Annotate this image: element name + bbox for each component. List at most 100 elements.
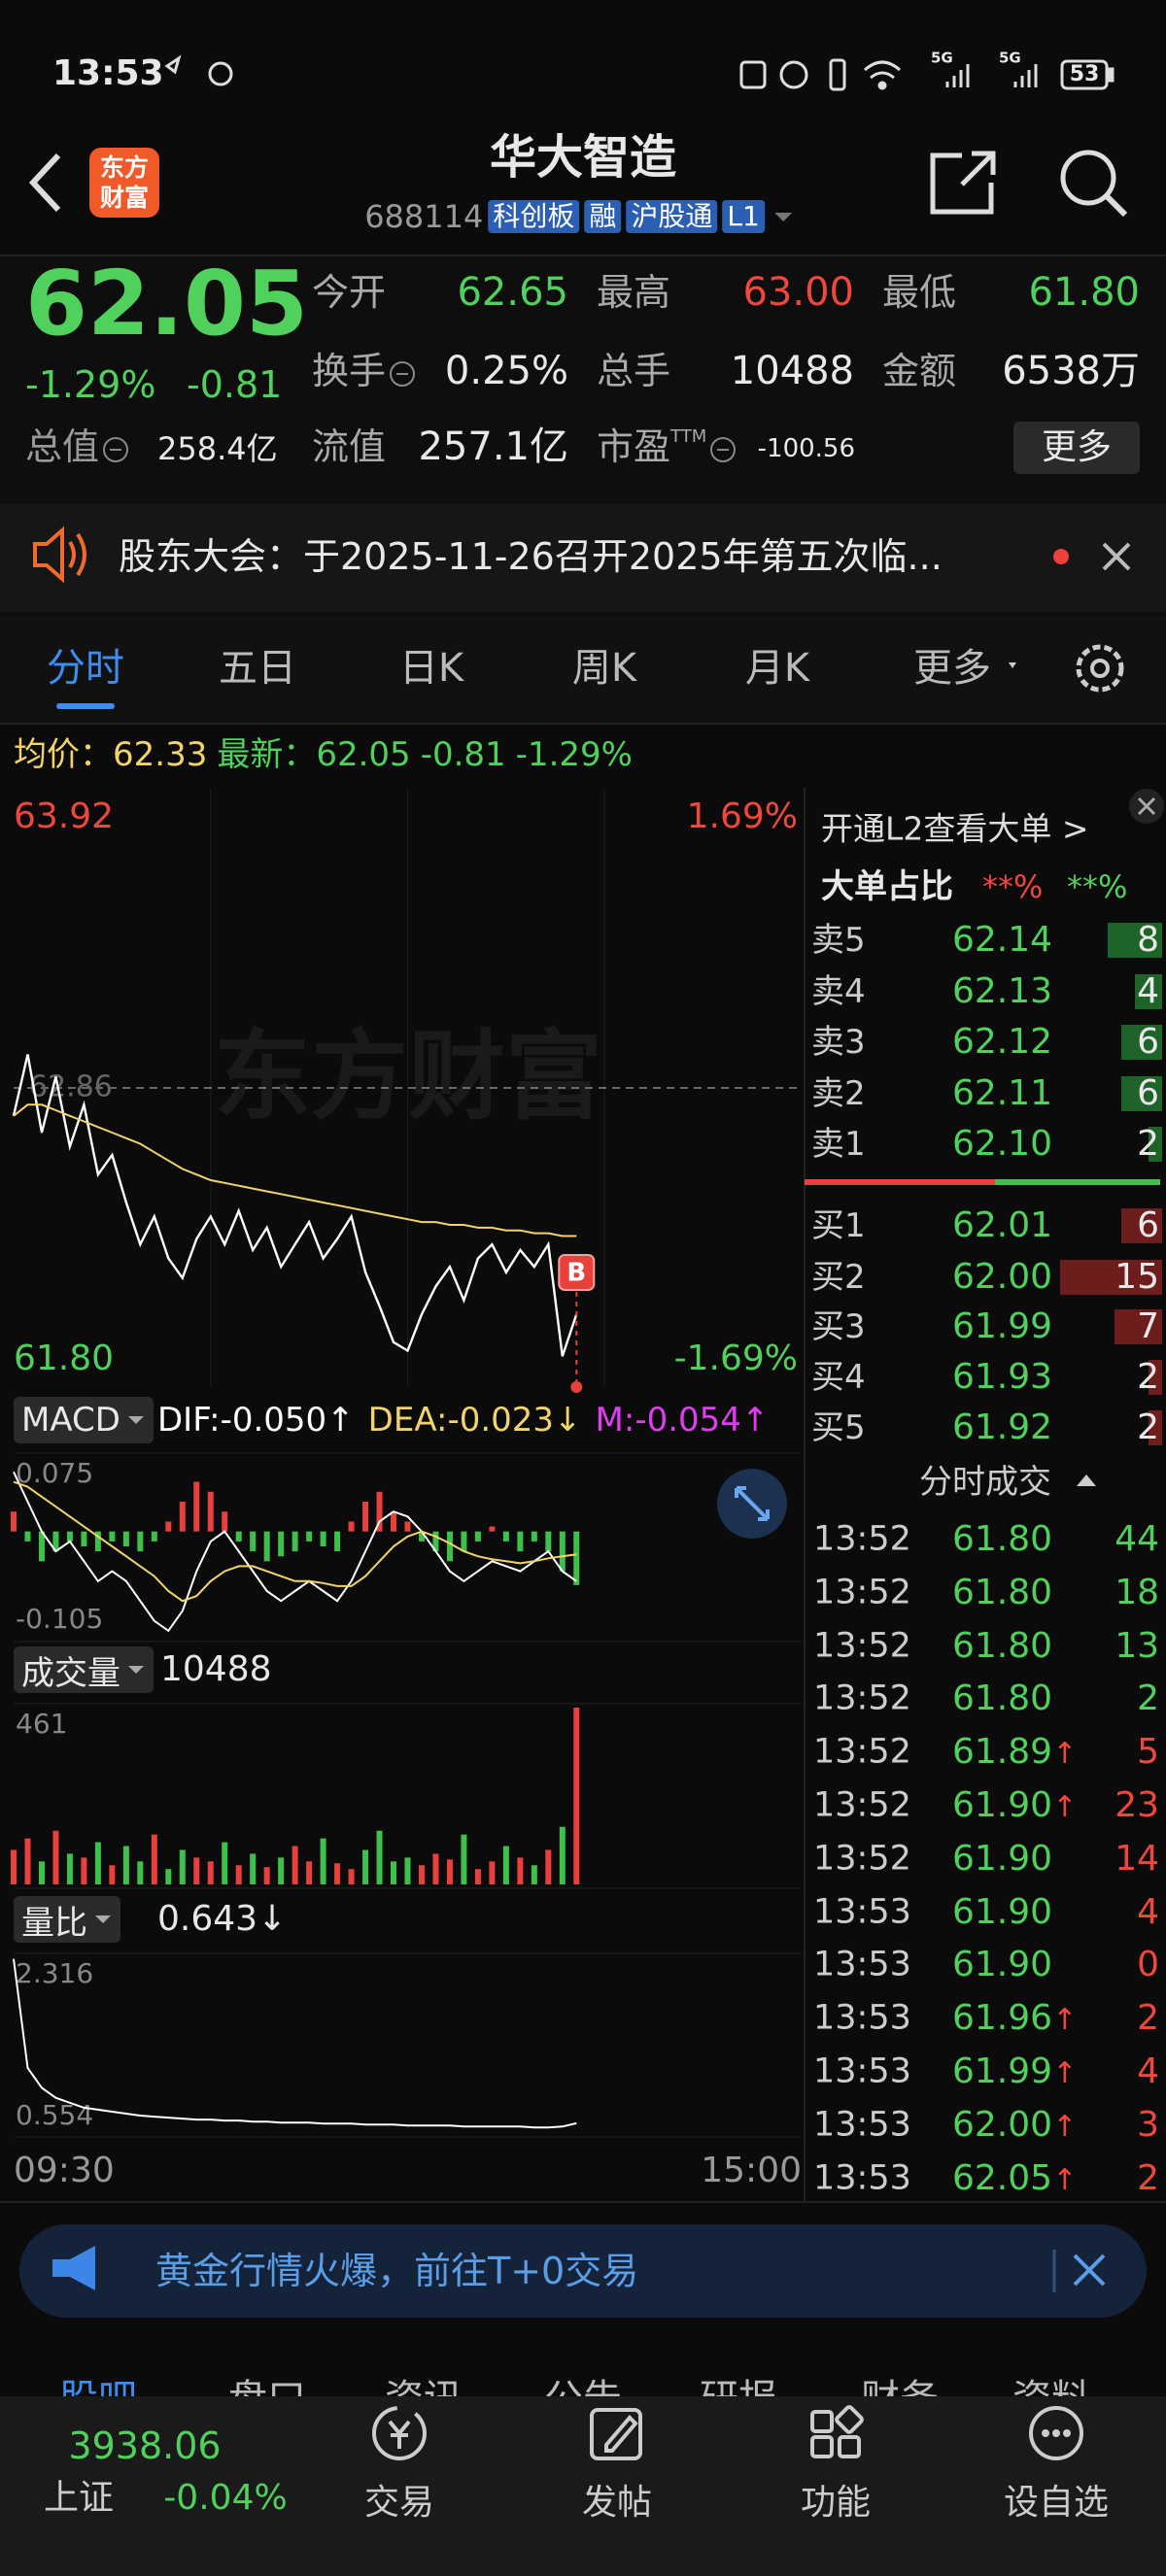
macd-bar <box>292 1531 298 1552</box>
notice-bar[interactable] <box>0 503 1166 612</box>
macd-bar <box>94 1531 101 1552</box>
trade-arrow: ↑ <box>1052 2109 1078 2144</box>
index-value[interactable]: 3938.06 <box>68 2424 222 2467</box>
expand-button[interactable] <box>717 1469 787 1539</box>
info-icon[interactable] <box>390 360 416 387</box>
market-tag: 沪股通 <box>626 200 718 233</box>
trade-volume: 2 <box>1137 1998 1159 2039</box>
field-value: -100.56 <box>757 434 855 463</box>
macd-bar <box>179 1502 186 1532</box>
macd-bar <box>81 1531 87 1546</box>
volume-bar <box>559 1826 566 1884</box>
trade-time: 13:52 <box>813 1519 911 1559</box>
trade-volume: 44 <box>1115 1519 1159 1559</box>
macd-bar <box>376 1491 383 1532</box>
volume-bar <box>573 1708 580 1884</box>
trade-volume: 2 <box>1137 1678 1159 1719</box>
l2-link[interactable]: 开通L2查看大单 > <box>821 809 1089 848</box>
depth-bar <box>1149 1127 1162 1162</box>
close-panel[interactable] <box>1129 789 1164 824</box>
chart-tab[interactable]: 五日 <box>219 646 296 691</box>
chart-tab[interactable]: 日K <box>398 646 464 691</box>
search-button[interactable] <box>1060 150 1128 218</box>
tab-indicator <box>56 703 115 709</box>
book-price: 62.10 <box>952 1124 1053 1164</box>
avg-line <box>13 1103 577 1237</box>
volume-bar <box>94 1842 101 1884</box>
field-label: 最低 <box>882 274 956 311</box>
trade-price: 61.90 <box>952 1841 1052 1877</box>
status-icons <box>164 54 1115 91</box>
chart-tab[interactable]: 周K <box>571 646 637 691</box>
indicator-select[interactable]: 成交量 <box>14 1646 154 1693</box>
nav-item[interactable]: 设自选 <box>1003 2483 1110 2523</box>
big-order-buy: **% <box>1067 868 1128 905</box>
nav-item[interactable]: 发帖 <box>581 2483 653 2523</box>
nav-item[interactable]: 交易 <box>363 2483 435 2523</box>
volume-bar <box>334 1863 341 1884</box>
field-label: 市盈TTM <box>597 428 737 465</box>
back-button[interactable] <box>28 153 61 213</box>
macd-bar <box>517 1531 524 1552</box>
book-price: 62.14 <box>952 920 1053 960</box>
stock-code: 688114 <box>364 198 484 235</box>
indicator-select[interactable]: 量比 <box>14 1896 120 1943</box>
more-button[interactable]: 更多 <box>1013 422 1140 474</box>
notice-text[interactable]: 股东大会：于2025-11-26召开2025年第五次临... <box>119 535 943 578</box>
field-label-text: 换手 <box>312 350 387 392</box>
legend-entry: M:-0.054↑ <box>595 1401 770 1440</box>
latest-label: 最新： <box>217 735 317 774</box>
book-label: 买2 <box>811 1258 866 1297</box>
trade-time: 13:52 <box>813 1785 911 1825</box>
volume-bar <box>165 1869 172 1884</box>
book-price: 62.12 <box>952 1022 1053 1062</box>
bottom-nav: 3938.06 上证 -0.04% 交易 发帖 功能 设自选 <box>0 2396 1166 2576</box>
macd-bar <box>432 1531 439 1552</box>
avg-label: 均价： <box>14 735 113 774</box>
book-label: 卖3 <box>811 1023 866 1062</box>
share-button[interactable] <box>930 151 996 215</box>
indicator-select[interactable]: MACD <box>14 1397 154 1443</box>
x-tick-label: 15:00 <box>701 2151 802 2190</box>
trade-price-text: 61.99 <box>952 2051 1053 2091</box>
close-notice[interactable] <box>1102 542 1131 571</box>
info-icon[interactable] <box>710 436 737 462</box>
field-value: 0.25% <box>444 349 568 393</box>
indicator-select-label: 成交量 <box>21 1653 120 1693</box>
chart-tab[interactable]: 更多 <box>913 646 991 691</box>
trade-volume: 13 <box>1115 1625 1159 1666</box>
trade-price-text: 61.90 <box>952 1891 1053 1932</box>
trade-volume: 3 <box>1137 2104 1159 2145</box>
indicator-value: 0.643↓ <box>157 1899 288 1939</box>
volume-bar <box>38 1861 45 1884</box>
promo-banner[interactable] <box>19 2224 1147 2318</box>
book-price: 62.00 <box>952 1257 1053 1297</box>
volume-bar <box>545 1849 552 1884</box>
settings-button[interactable] <box>1076 644 1124 693</box>
trade-price: 62.05↑ <box>952 2160 1077 2196</box>
nav-item[interactable]: 功能 <box>800 2483 872 2523</box>
banner-text[interactable]: 黄金行情火爆，前往T+0交易 <box>155 2250 639 2292</box>
macd-bar <box>531 1531 537 1542</box>
index-change[interactable]: -0.04% <box>163 2478 288 2518</box>
signal-dot <box>570 1381 583 1393</box>
chart-tab[interactable]: 月K <box>744 646 810 691</box>
market-tag: L1 <box>722 200 765 233</box>
indicator-value: 10488 <box>160 1649 272 1689</box>
book-price: 62.01 <box>952 1205 1053 1245</box>
macd-bar <box>207 1491 214 1532</box>
macd-bar <box>278 1531 285 1557</box>
macd-bar <box>306 1531 313 1542</box>
index-name[interactable]: 上证 <box>43 2478 115 2518</box>
volume-bar <box>193 1857 200 1884</box>
chart-tab[interactable]: 分时 <box>47 646 124 691</box>
change-amount: -0.81 <box>420 735 506 774</box>
info-icon[interactable] <box>103 436 129 462</box>
book-volume: 8 <box>1137 920 1159 960</box>
indicator-legend: DIF:-0.050↑ DEA:-0.023↓ M:-0.054↑ <box>157 1404 769 1437</box>
close-banner[interactable] <box>1073 2254 1106 2287</box>
volume-bar <box>489 1861 496 1884</box>
y-tick-label: 2.316 <box>16 1957 93 1989</box>
divider <box>804 788 806 2201</box>
